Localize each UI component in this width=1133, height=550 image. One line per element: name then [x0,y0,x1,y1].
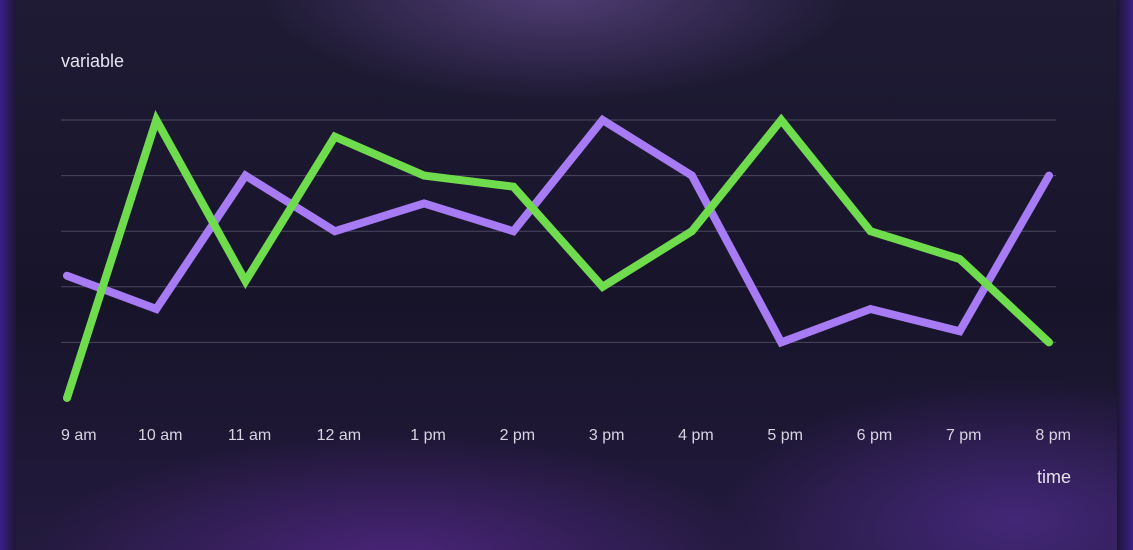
x-tick-label: 12 am [317,427,361,444]
x-tick-labels: 9 am 10 am 11 am 12 am 1 pm 2 pm 3 pm 4 pm 5 pm 6… [61,427,1071,444]
series-lines [63,109,1053,402]
x-tick-label: 11 am [228,427,271,444]
x-tick-label: 2 pm [500,427,536,444]
series-line-1 [63,114,1053,348]
series-line-2 [63,109,1053,402]
x-tick-label: 5 pm [767,427,803,444]
x-axis-label: time [1037,467,1071,487]
x-tick-label: 6 pm [857,427,893,444]
x-tick-label: 7 pm [946,427,982,444]
x-tick-label: 4 pm [678,427,714,444]
chart-panel [16,0,1117,550]
x-tick-label: 9 am [61,427,97,444]
x-tick-label: 1 pm [410,427,446,444]
y-axis-label: variable [61,51,124,71]
x-tick-label: 10 am [138,427,182,444]
x-tick-label: 3 pm [589,427,625,444]
x-tick-label: 8 pm [1035,427,1071,444]
